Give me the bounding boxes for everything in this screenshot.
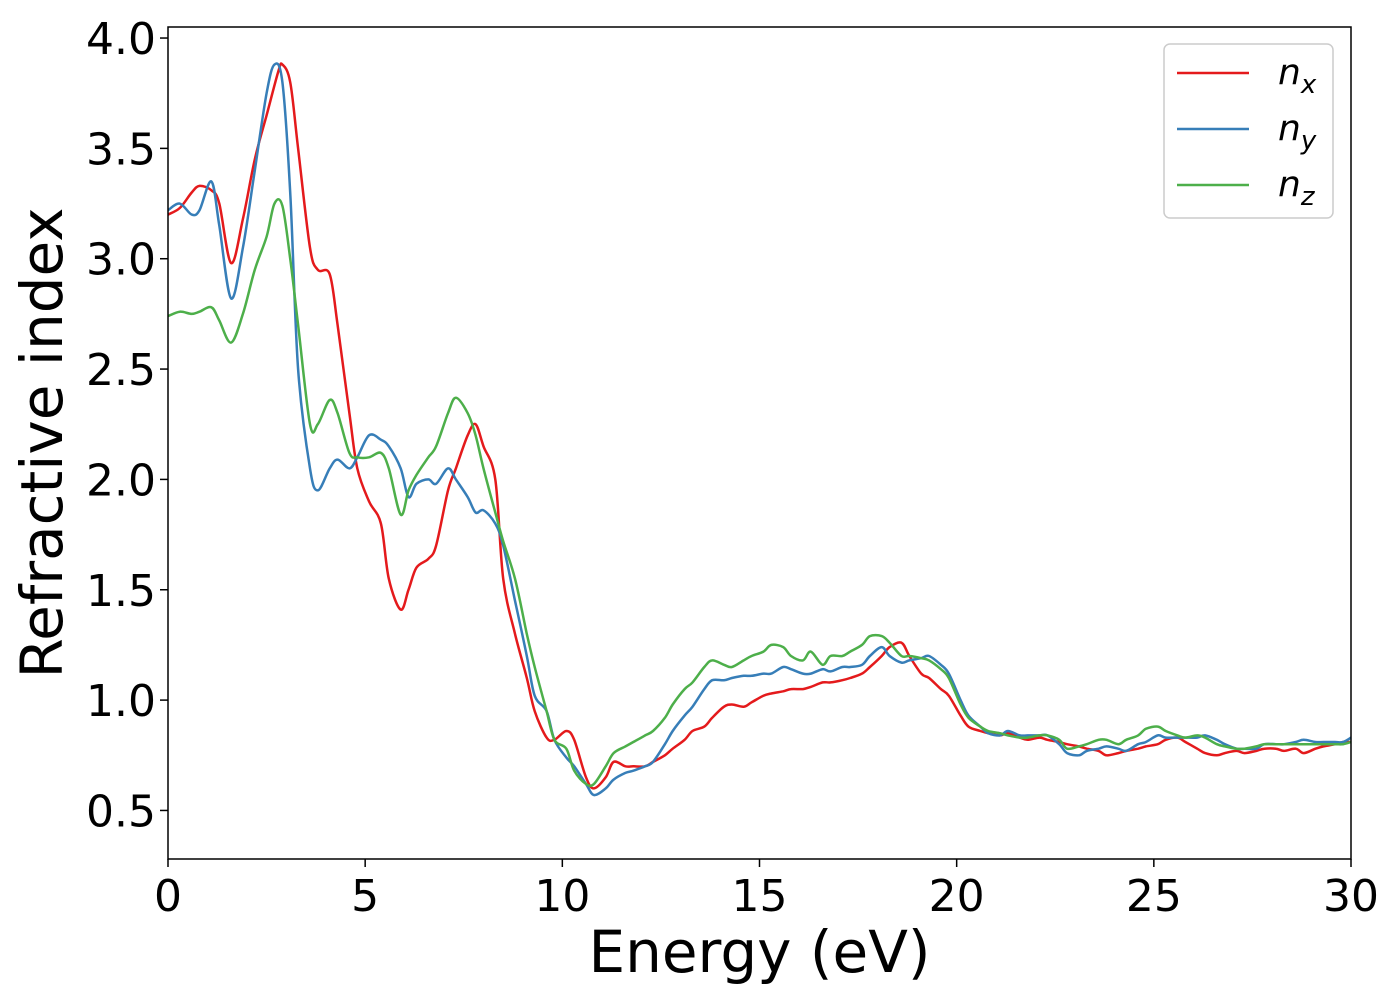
x-axis-label: Energy (eV) xyxy=(588,918,930,986)
y-tick-label: 3.5 xyxy=(86,124,156,175)
y-tick-label: 1.5 xyxy=(86,566,156,617)
y-tick-label: 3.0 xyxy=(86,235,156,286)
y-tick-label: 4.0 xyxy=(86,14,156,65)
series-line-nz xyxy=(168,198,1351,788)
x-tick-label: 5 xyxy=(351,871,379,922)
y-axis-ticks: 0.5 1.0 1.5 2.0 2.5 3.0 3.5 4.0 xyxy=(86,14,168,837)
x-tick-label: 20 xyxy=(929,871,985,922)
x-axis-ticks: 0 5 10 15 20 25 30 xyxy=(154,859,1379,922)
y-axis-label: Refractive index xyxy=(8,207,76,678)
y-tick-label: 2.5 xyxy=(86,345,156,396)
legend-frame xyxy=(1163,43,1334,219)
series-lines xyxy=(168,62,1351,797)
series-line-ny xyxy=(168,62,1351,797)
x-tick-label: 15 xyxy=(732,871,788,922)
x-tick-label: 30 xyxy=(1323,871,1379,922)
series-line-nx xyxy=(168,62,1351,790)
x-tick-label: 0 xyxy=(154,871,182,922)
x-tick-label: 25 xyxy=(1126,871,1182,922)
y-tick-label: 0.5 xyxy=(86,786,156,837)
y-tick-label: 2.0 xyxy=(86,455,156,506)
x-tick-label: 10 xyxy=(534,871,590,922)
y-tick-label: 1.0 xyxy=(86,676,156,727)
